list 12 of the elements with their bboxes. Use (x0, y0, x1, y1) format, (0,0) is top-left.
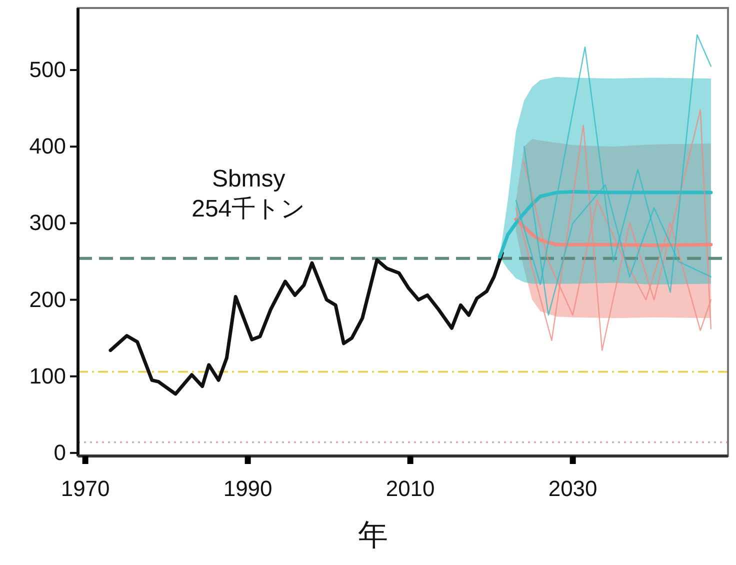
x-tick-label: 1970 (60, 476, 110, 501)
x-tick-label: 2010 (386, 476, 435, 501)
y-tick-label: 500 (29, 57, 66, 82)
y-tick-label: 100 (29, 363, 66, 388)
x-tick-label: 2030 (548, 476, 598, 501)
y-tick-label: 300 (29, 210, 66, 236)
y-tick-label: 0 (54, 440, 66, 465)
ref-line-label: Sbmsy 254千トン (192, 165, 306, 222)
x-tick-label: 1990 (223, 476, 272, 501)
y-tick-label: 200 (29, 286, 66, 312)
x-axis-title: 年 (358, 519, 388, 552)
y-tick-label: 400 (29, 134, 66, 159)
